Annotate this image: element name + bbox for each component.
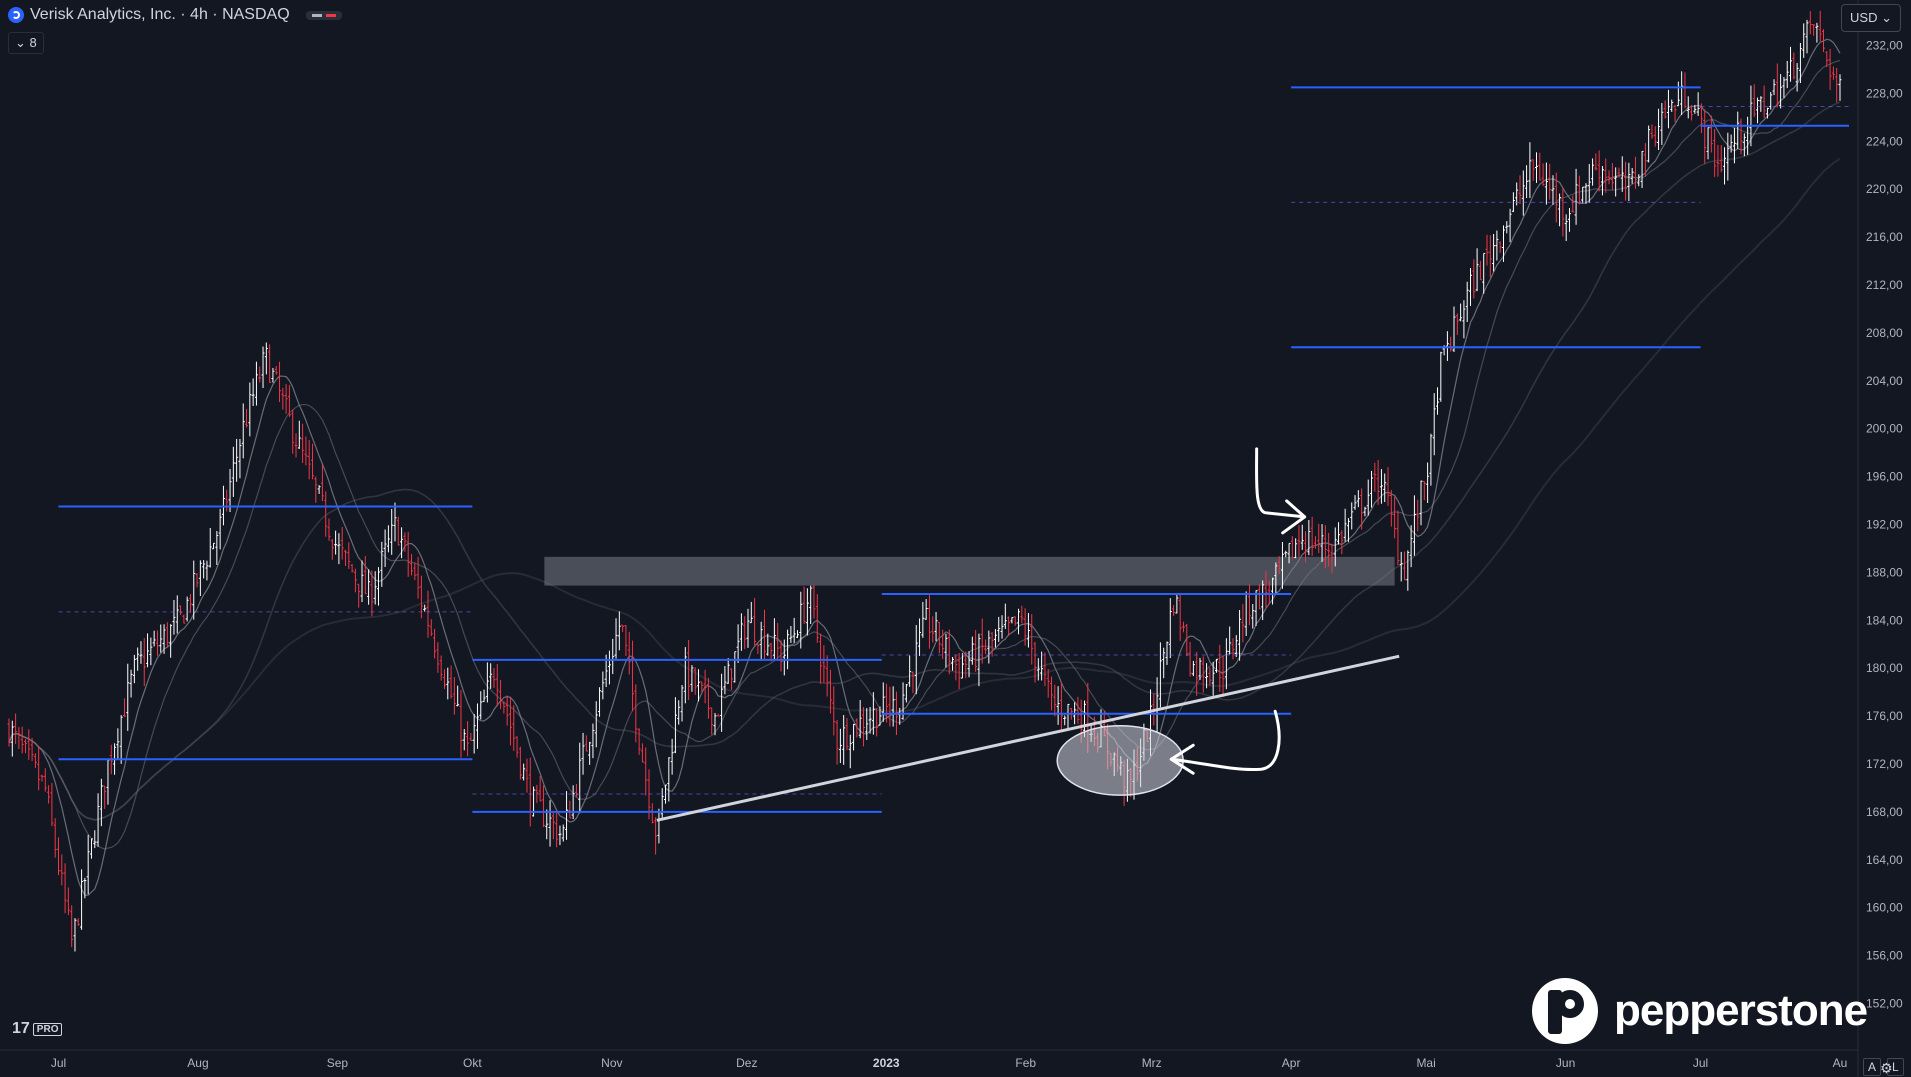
indicators-collapse-button[interactable]: ⌄ 8 [8, 32, 44, 54]
resistance-zone [544, 556, 1395, 586]
price-tick-label: 152,00 [1866, 997, 1903, 1011]
time-tick-label: Jun [1556, 1056, 1575, 1070]
price-tick-label: 220,00 [1866, 182, 1903, 196]
price-tick-label: 216,00 [1866, 230, 1903, 244]
candles [7, 10, 1842, 952]
settings-gear-icon[interactable]: ⚙ [1880, 1060, 1893, 1076]
symbol-logo-icon [8, 7, 24, 23]
currency-label: USD [1850, 10, 1878, 25]
price-tick-label: 212,00 [1866, 278, 1903, 292]
price-tick-label: 176,00 [1866, 709, 1903, 723]
time-tick-label: Apr [1282, 1056, 1301, 1070]
pepperstone-wordmark: pepperstone [1614, 986, 1868, 1035]
currency-selector[interactable]: USD ⌄ [1841, 4, 1901, 32]
price-tick-label: 208,00 [1866, 326, 1903, 340]
moving-average-120 [8, 157, 1841, 821]
pepperstone-logo: pepperstone [1532, 978, 1868, 1044]
time-axis: Jul Aug Sep Okt Nov Dez 2023 Feb Mrz Apr Mai Jun Jul… [51, 1056, 1848, 1070]
time-tick-label: Jul [51, 1056, 66, 1070]
time-tick-label: Dez [736, 1056, 757, 1070]
highlight-ellipse [1056, 724, 1184, 796]
price-tick-label: 228,00 [1866, 86, 1903, 100]
auto-scale-button[interactable]: A [1863, 1058, 1882, 1076]
price-tick-label: 224,00 [1866, 134, 1903, 148]
price-tick-label: 184,00 [1866, 613, 1903, 627]
moving-averages [8, 38, 1841, 896]
price-tick-label: 180,00 [1866, 661, 1903, 675]
price-tick-label: 164,00 [1866, 853, 1903, 867]
tradingview-logo-text: 17 [12, 1020, 30, 1037]
time-tick-label: Feb [1015, 1056, 1036, 1070]
pepperstone-logo-icon [1532, 978, 1598, 1044]
price-tick-label: 156,00 [1866, 949, 1903, 963]
chevron-down-icon: ⌄ [1881, 10, 1892, 25]
tradingview-pro-badge: PRO [32, 1022, 63, 1036]
indicators-count: 8 [29, 35, 37, 50]
log-scale-button[interactable]: L [1887, 1058, 1904, 1076]
time-tick-label: Mrz [1142, 1056, 1162, 1070]
time-tick-label: Sep [327, 1056, 349, 1070]
price-tick-label: 168,00 [1866, 805, 1903, 819]
arrow-left-icon [1169, 709, 1281, 775]
symbol-title[interactable]: Verisk Analytics, Inc. · 4h · NASDAQ [30, 6, 290, 23]
time-tick-label: Mai [1416, 1056, 1435, 1070]
time-tick-label: Okt [463, 1056, 482, 1070]
price-tick-label: 172,00 [1866, 757, 1903, 771]
time-tick-label: Nov [601, 1056, 622, 1070]
time-tick-label: Jul [1693, 1056, 1708, 1070]
price-tick-label: 188,00 [1866, 565, 1903, 579]
price-tick-label: 200,00 [1866, 422, 1903, 436]
tradingview-logo-icon: 17 PRO [12, 1020, 63, 1038]
price-tick-label: 204,00 [1866, 374, 1903, 388]
price-tick-label: 196,00 [1866, 470, 1903, 484]
time-tick-label: 2023 [873, 1056, 900, 1070]
price-axis: 152,00 156,00 160,00 164,00 168,00 172,00 176,… [1866, 38, 1903, 1010]
price-tick-label-partial: 232,00 [1866, 38, 1903, 52]
chart-header: Verisk Analytics, Inc. · 4h · NASDAQ [8, 6, 342, 24]
price-tick-label: 160,00 [1866, 901, 1903, 915]
price-tick-label: 192,00 [1866, 518, 1903, 532]
indicator-visibility-toggle[interactable] [305, 10, 342, 20]
time-tick-label: Au [1833, 1056, 1848, 1070]
moving-average-10 [8, 38, 1841, 896]
time-tick-label: Aug [187, 1056, 208, 1070]
trendline [656, 654, 1400, 822]
moving-average-21 [8, 60, 1841, 850]
moving-average-60 [8, 101, 1841, 821]
scale-toggles: A L [1863, 1058, 1904, 1076]
arrow-right-icon [1255, 447, 1307, 535]
chevron-down-icon: ⌄ [15, 35, 26, 50]
